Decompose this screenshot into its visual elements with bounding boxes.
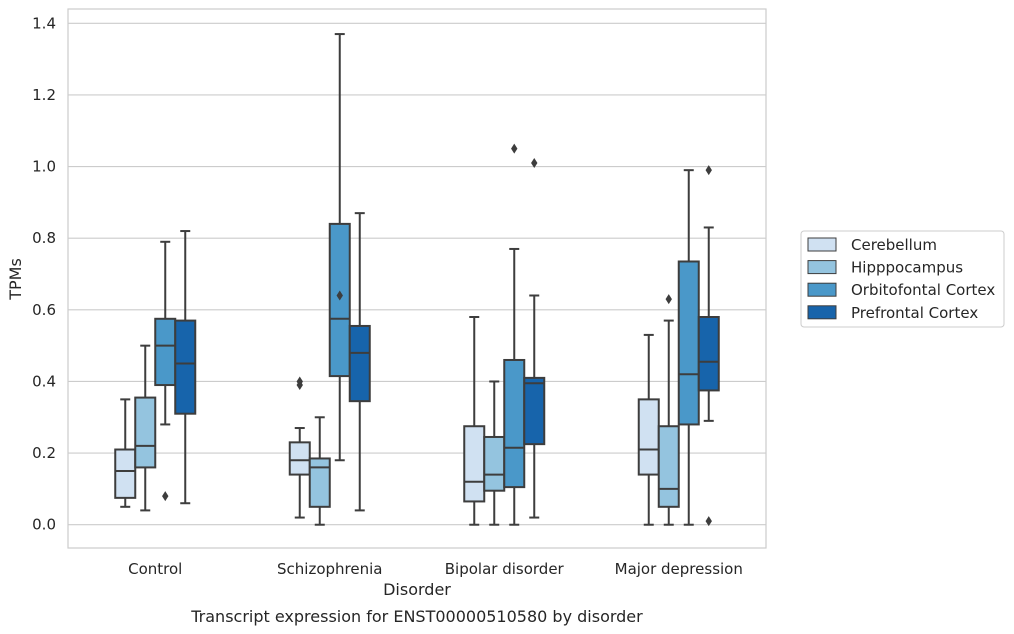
box-orbitofontal-cortex (677, 169, 700, 526)
x-axis-title: Disorder (383, 580, 451, 599)
legend-label: Hipppocampus (851, 259, 963, 277)
outlier-point (705, 516, 712, 527)
y-tick-label: 1.4 (32, 14, 56, 32)
outlier-point (665, 294, 672, 305)
box-iqr (637, 398, 660, 476)
box-orbitofontal-cortex (328, 33, 351, 462)
box-iqr (288, 441, 311, 476)
x-tick-label: Schizophrenia (277, 560, 382, 578)
box-cerebellum (288, 376, 311, 519)
box-orbitofontal-cortex (154, 240, 177, 502)
y-axis-title: TPMs (6, 258, 25, 301)
box-iqr (523, 376, 546, 446)
box-iqr (114, 448, 137, 499)
box-iqr (154, 317, 177, 387)
box-layer (114, 33, 720, 527)
y-tick-label: 0.6 (32, 301, 56, 319)
box-iqr (134, 396, 157, 469)
plot-area-frame (67, 8, 767, 549)
x-tick-label: Major depression (615, 560, 743, 578)
box-hipppocampus (657, 294, 680, 526)
box-prefrontal-cortex (523, 158, 546, 519)
legend-swatch (807, 260, 837, 275)
legend-frame (800, 230, 1005, 328)
box-iqr (697, 316, 720, 392)
y-tick-label: 1.0 (32, 158, 56, 176)
box-iqr (308, 457, 331, 508)
box-prefrontal-cortex (348, 212, 371, 512)
x-tick-label: Bipolar disorder (445, 560, 565, 578)
box-hipppocampus (483, 380, 506, 526)
box-hipppocampus (134, 344, 157, 512)
box-prefrontal-cortex (697, 165, 720, 527)
legend-items: Cerebellum Hipppocampus Orbitofontal Corte… (807, 236, 995, 322)
outlier-point (336, 290, 343, 301)
box-iqr (483, 435, 506, 492)
y-tick-label: 1.2 (32, 86, 56, 104)
box-cerebellum (463, 316, 486, 526)
outlier-point (531, 158, 538, 168)
legend-label: Cerebellum (851, 236, 937, 254)
outlier-point (296, 376, 303, 387)
box-iqr (503, 358, 526, 489)
x-tick-label: Control (128, 560, 182, 578)
y-tick-label: 0.0 (32, 516, 56, 534)
y-axis-ticks: 0.0 0.2 0.4 0.6 0.8 1.0 1.2 1.4 (32, 14, 56, 533)
box-iqr (677, 260, 700, 426)
legend-label: Orbitofontal Cortex (851, 281, 995, 299)
y-tick-label: 0.8 (32, 229, 56, 247)
box-iqr (463, 425, 486, 503)
outlier-point (705, 165, 712, 176)
box-iqr (657, 425, 680, 508)
legend-swatch (807, 282, 837, 297)
legend-swatch (807, 237, 837, 252)
box-iqr (174, 319, 197, 415)
box-cerebellum (114, 398, 137, 508)
y-tick-label: 0.4 (32, 372, 56, 390)
legend-label: Prefrontal Cortex (851, 304, 978, 322)
box-hipppocampus (308, 416, 331, 526)
box-cerebellum (637, 333, 660, 526)
box-orbitofontal-cortex (503, 143, 526, 526)
legend-swatch (807, 305, 837, 320)
x-axis-ticks: Control Schizophrenia Bipolar disorder Majo… (128, 560, 743, 578)
legend: Cerebellum Hipppocampus Orbitofontal Corte… (800, 230, 1005, 328)
box-prefrontal-cortex (174, 230, 197, 505)
outlier-point (162, 491, 169, 502)
y-tick-label: 0.2 (32, 444, 56, 462)
box-iqr (348, 324, 371, 403)
chart-caption: Transcript expression for ENST0000051058… (190, 607, 643, 626)
outlier-point (511, 143, 518, 154)
